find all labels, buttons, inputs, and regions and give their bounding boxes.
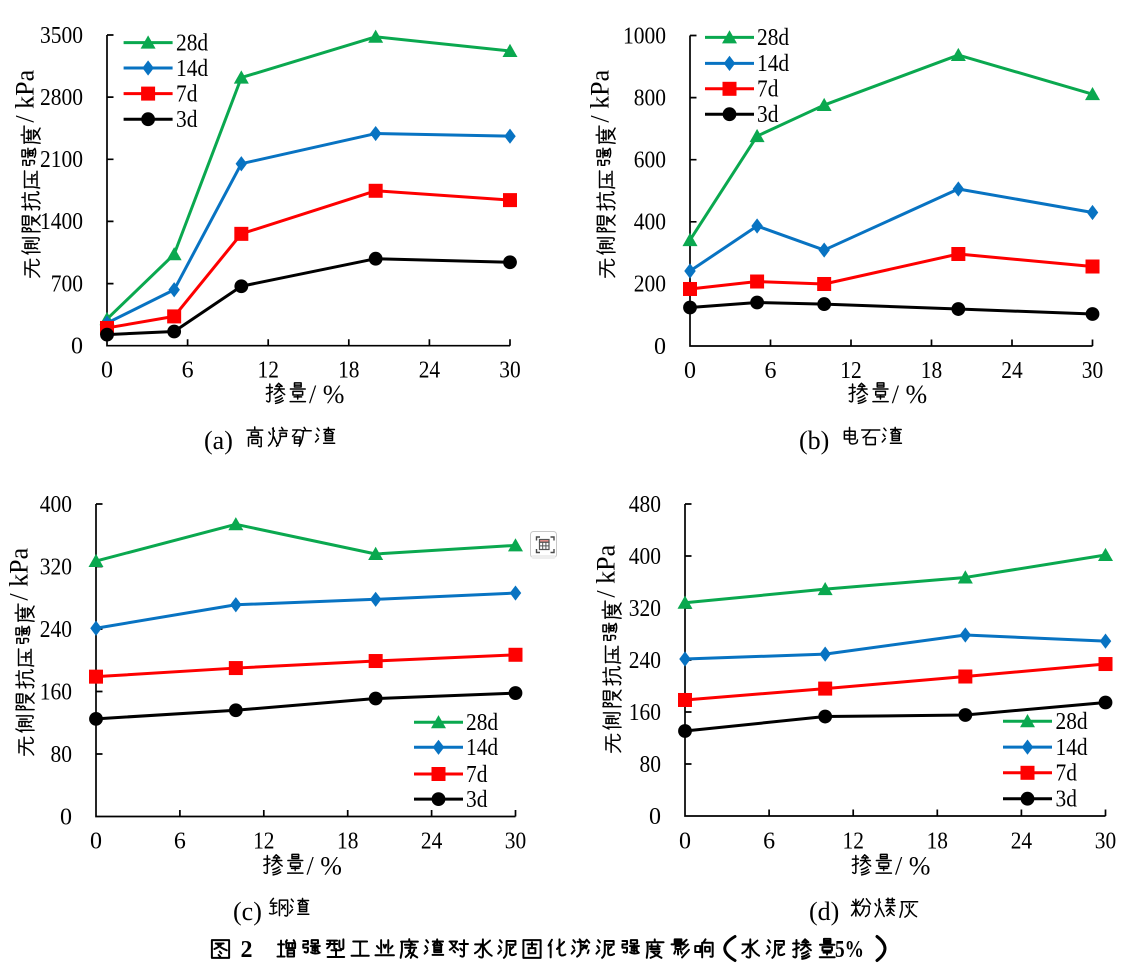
- svg-text:(b): (b): [799, 426, 829, 455]
- svg-text:12: 12: [258, 358, 279, 384]
- svg-text:3500: 3500: [40, 23, 83, 49]
- svg-text:30: 30: [1095, 829, 1116, 855]
- svg-text:700: 700: [51, 271, 83, 297]
- svg-text:0: 0: [90, 829, 102, 855]
- svg-text:(a): (a): [204, 426, 233, 455]
- svg-text:400: 400: [629, 544, 661, 570]
- svg-text:80: 80: [51, 742, 73, 768]
- svg-text:240: 240: [40, 617, 72, 643]
- svg-text:30: 30: [499, 358, 520, 384]
- svg-text:240: 240: [629, 648, 661, 674]
- svg-text:1400: 1400: [40, 209, 83, 235]
- svg-text:0: 0: [684, 358, 696, 384]
- svg-text:/ kPa: / kPa: [5, 547, 34, 600]
- svg-text:18: 18: [921, 358, 942, 384]
- svg-text:14d: 14d: [757, 51, 789, 77]
- svg-text:28d: 28d: [466, 710, 498, 736]
- svg-text:2100: 2100: [40, 147, 83, 173]
- svg-text:6: 6: [174, 829, 186, 855]
- svg-text:3d: 3d: [1056, 787, 1077, 813]
- svg-text:3d: 3d: [466, 787, 487, 813]
- svg-text:400: 400: [634, 210, 666, 236]
- svg-text:14d: 14d: [176, 56, 208, 82]
- svg-text:24: 24: [419, 358, 440, 384]
- svg-text:600: 600: [634, 148, 666, 174]
- svg-text:12: 12: [843, 829, 864, 855]
- svg-text:6: 6: [765, 358, 777, 384]
- svg-text:5%: 5%: [835, 937, 864, 963]
- svg-text:18: 18: [927, 829, 948, 855]
- svg-text:24: 24: [1011, 829, 1032, 855]
- svg-text:/ %: / %: [309, 380, 344, 409]
- svg-text:400: 400: [40, 492, 72, 518]
- svg-text:/ %: / %: [895, 852, 930, 881]
- svg-text:160: 160: [40, 679, 72, 705]
- svg-text:6: 6: [763, 829, 775, 855]
- svg-text:3d: 3d: [757, 102, 778, 128]
- svg-text:30: 30: [505, 829, 526, 855]
- svg-text:7d: 7d: [466, 762, 487, 788]
- svg-text:24: 24: [1001, 358, 1022, 384]
- svg-text:18: 18: [338, 358, 359, 384]
- svg-text:3d: 3d: [176, 107, 197, 133]
- svg-text:7d: 7d: [176, 81, 197, 107]
- svg-text:12: 12: [253, 829, 274, 855]
- svg-text:/ %: / %: [892, 380, 927, 409]
- svg-text:14d: 14d: [1056, 735, 1088, 761]
- svg-text:7d: 7d: [1056, 761, 1077, 787]
- svg-text:0: 0: [71, 334, 83, 360]
- svg-text:12: 12: [840, 358, 861, 384]
- svg-text:28d: 28d: [176, 30, 208, 56]
- svg-text:/ kPa: / kPa: [586, 69, 615, 122]
- svg-text:1000: 1000: [623, 23, 666, 49]
- svg-text:2: 2: [241, 937, 253, 963]
- svg-text:6: 6: [182, 358, 194, 384]
- svg-text:7d: 7d: [757, 77, 778, 103]
- svg-text:0: 0: [101, 358, 113, 384]
- svg-text:18: 18: [337, 829, 358, 855]
- svg-text:320: 320: [40, 554, 72, 580]
- svg-text:14d: 14d: [466, 735, 498, 761]
- svg-text:80: 80: [640, 752, 662, 778]
- svg-text:(d): (d): [809, 897, 839, 926]
- svg-text:/ kPa: / kPa: [11, 69, 40, 122]
- svg-text:0: 0: [654, 334, 666, 360]
- svg-text:480: 480: [629, 492, 661, 518]
- svg-text:0: 0: [649, 804, 661, 830]
- svg-text:30: 30: [1082, 358, 1103, 384]
- svg-text:/ %: / %: [307, 852, 342, 881]
- svg-text:(c): (c): [233, 897, 262, 926]
- svg-text:24: 24: [421, 829, 442, 855]
- svg-text:800: 800: [634, 85, 666, 111]
- svg-text:320: 320: [629, 596, 661, 622]
- svg-text:0: 0: [679, 829, 691, 855]
- svg-text:160: 160: [629, 700, 661, 726]
- svg-text:28d: 28d: [1056, 709, 1088, 735]
- svg-text:200: 200: [634, 272, 666, 298]
- svg-text:/ kPa: / kPa: [592, 544, 621, 597]
- svg-text:2800: 2800: [40, 85, 83, 111]
- svg-text:28d: 28d: [757, 25, 789, 51]
- svg-text:0: 0: [60, 804, 72, 830]
